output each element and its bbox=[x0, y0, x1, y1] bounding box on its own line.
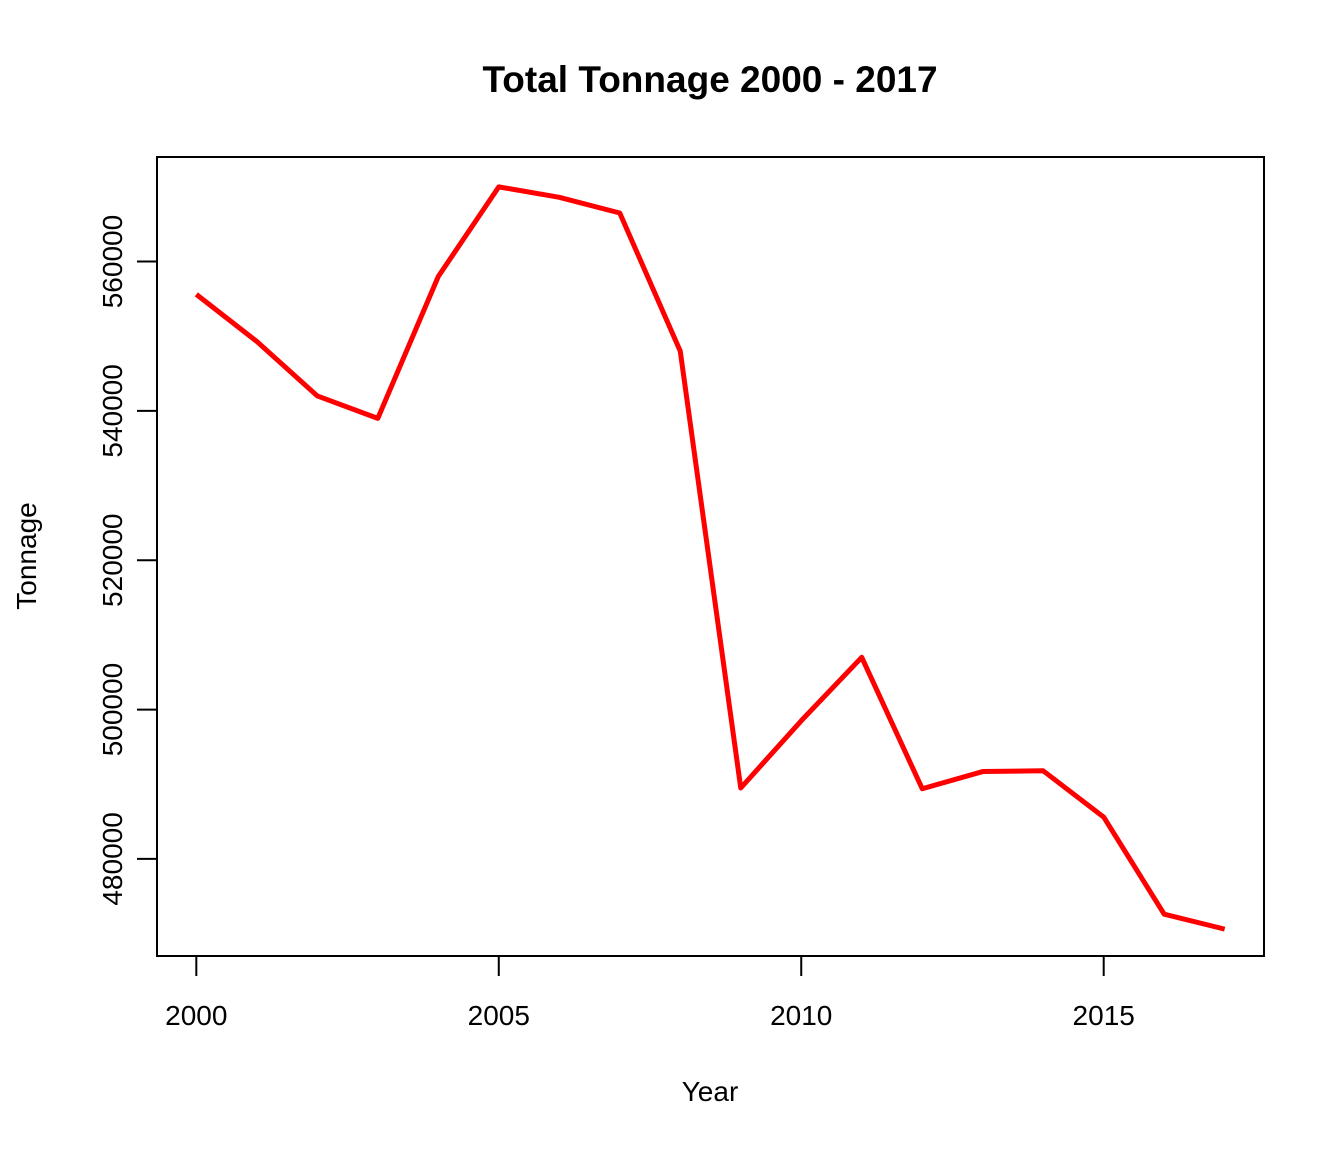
x-axis-label: Year bbox=[682, 1076, 739, 1107]
x-tick-label: 2000 bbox=[165, 1000, 227, 1031]
x-tick-label: 2010 bbox=[770, 1000, 832, 1031]
series-layer bbox=[194, 184, 1226, 932]
series-line bbox=[194, 184, 1226, 932]
y-tick-label: 480000 bbox=[97, 812, 128, 905]
y-axis-label: Tonnage bbox=[11, 502, 42, 609]
chart-title: Total Tonnage 2000 - 2017 bbox=[482, 59, 937, 100]
x-axis: 2000 2005 2010 2015 bbox=[165, 955, 1135, 1031]
y-axis: 480000 500000 520000 540000 560000 bbox=[97, 215, 158, 906]
y-tick-label: 500000 bbox=[97, 663, 128, 756]
y-tick-label: 560000 bbox=[97, 215, 128, 308]
y-tick-label: 540000 bbox=[97, 364, 128, 457]
x-tick-label: 2015 bbox=[1073, 1000, 1135, 1031]
x-tick-label: 2005 bbox=[468, 1000, 530, 1031]
y-tick-label: 520000 bbox=[97, 514, 128, 607]
